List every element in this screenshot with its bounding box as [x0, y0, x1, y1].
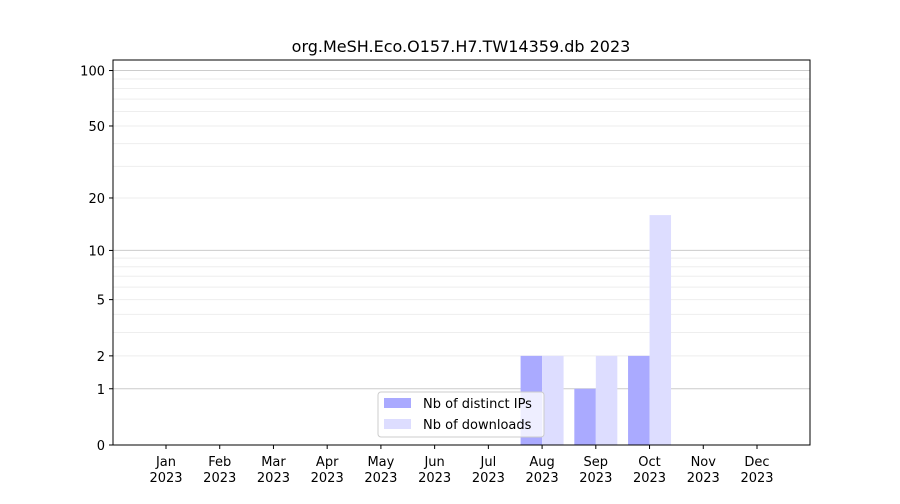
y-tick-label: 0: [97, 439, 105, 454]
x-tick-label: 2023: [579, 471, 612, 486]
x-tick-label: Aug: [529, 455, 554, 470]
x-tick-label: 2023: [740, 471, 773, 486]
x-tick-label: 2023: [633, 471, 666, 486]
x-tick-label: 2023: [687, 471, 720, 486]
bar-downloads: [595, 355, 618, 445]
x-tick-label: Sep: [584, 455, 609, 470]
legend-swatch: [384, 398, 411, 408]
legend-label: Nb of distinct IPs: [423, 397, 532, 412]
x-tick-label: 2023: [472, 471, 505, 486]
legend-swatch: [384, 419, 411, 429]
x-tick-label: Jun: [423, 455, 444, 470]
y-tick-label: 50: [88, 120, 105, 135]
legend-box: [377, 391, 545, 438]
x-tick-label: Jan: [155, 455, 176, 470]
x-tick-label: 2023: [257, 471, 290, 486]
chart-title: org.MeSH.Eco.O157.H7.TW14359.db 2023: [292, 37, 631, 56]
x-tick-label: Oct: [638, 455, 660, 470]
y-tick-label: 2: [97, 350, 105, 365]
x-tick-label: May: [367, 455, 394, 470]
bar-distinct-ips: [628, 355, 650, 445]
y-tick-label: 5: [97, 294, 105, 309]
bar-distinct-ips: [574, 388, 596, 445]
bar-downloads: [649, 215, 672, 445]
x-tick-label: Feb: [208, 455, 231, 470]
y-tick-label: 100: [80, 65, 105, 80]
x-tick-label: 2023: [203, 471, 236, 486]
plot-frame: [112, 59, 811, 446]
x-tick-label: 2023: [149, 471, 182, 486]
legend: Nb of distinct IPs Nb of downloads: [377, 391, 545, 438]
x-tick-label: Dec: [744, 455, 769, 470]
x-tick-label: 2023: [418, 471, 451, 486]
x-tick-label: Mar: [261, 455, 286, 470]
y-tick-label: 1: [97, 383, 105, 398]
x-tick-label: 2023: [311, 471, 344, 486]
x-tick-label: 2023: [526, 471, 559, 486]
bar-downloads: [542, 355, 564, 445]
y-tick-label: 20: [88, 192, 105, 207]
x-tick-label: Nov: [691, 455, 717, 470]
y-tick-label: 10: [88, 244, 105, 259]
x-tick-label: Jul: [480, 455, 497, 470]
x-tick-label: 2023: [364, 471, 397, 486]
legend-label: Nb of downloads: [423, 418, 532, 433]
x-tick-label: Apr: [316, 455, 339, 470]
